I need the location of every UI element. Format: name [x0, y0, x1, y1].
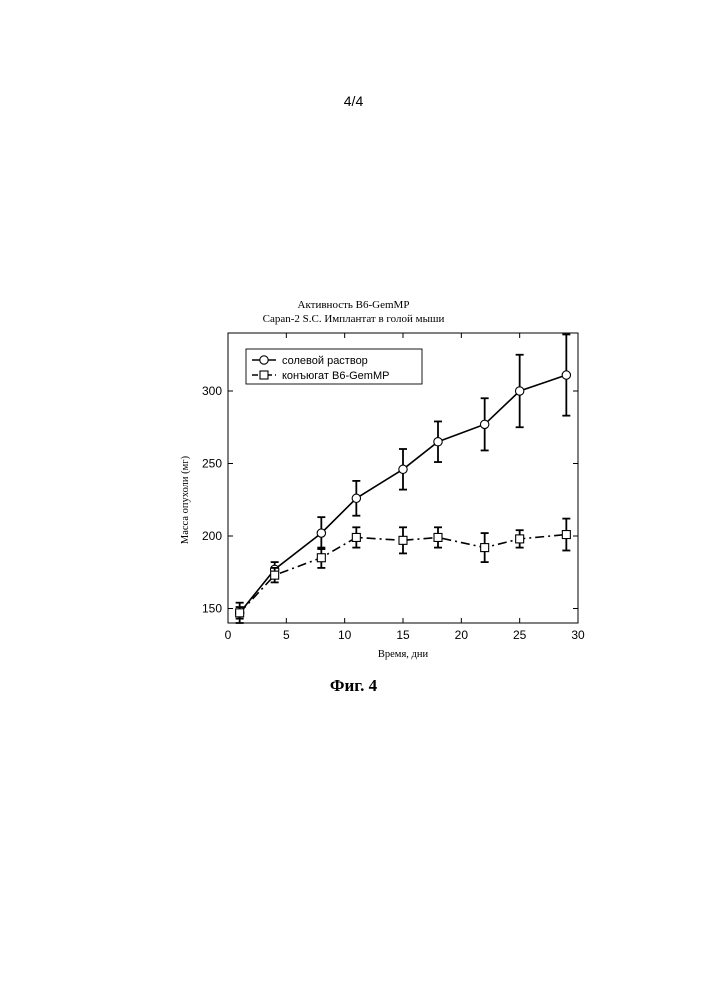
data-point	[236, 609, 244, 617]
y-tick-label: 150	[202, 602, 222, 616]
data-point	[434, 533, 442, 541]
x-tick-label: 30	[571, 628, 585, 642]
legend: солевой раствор конъюгат B6-GemMP	[246, 349, 422, 384]
x-tick-label: 10	[338, 628, 352, 642]
legend-label: конъюгат B6-GemMP	[282, 370, 389, 382]
legend-marker	[260, 371, 268, 379]
data-point	[480, 420, 488, 428]
data-point	[352, 533, 360, 541]
x-tick-label: 0	[225, 628, 232, 642]
data-point	[399, 465, 407, 473]
data-point	[317, 554, 325, 562]
data-point	[481, 544, 489, 552]
data-point	[352, 494, 360, 502]
y-tick-label: 200	[202, 529, 222, 543]
data-point	[399, 536, 407, 544]
data-point	[515, 387, 523, 395]
x-tick-label: 20	[455, 628, 469, 642]
legend-marker	[260, 356, 268, 364]
figure-caption: Фиг. 4	[0, 676, 707, 696]
legend-label: солевой раствор	[282, 355, 368, 367]
y-axis-label: Масса опухоли (мг)	[180, 455, 191, 544]
data-point	[516, 535, 524, 543]
x-tick-label: 5	[283, 628, 290, 642]
data-point	[271, 571, 279, 579]
x-tick-label: 25	[513, 628, 527, 642]
y-tick-label: 250	[202, 457, 222, 471]
x-axis-label: Время, дни	[378, 649, 429, 660]
series-2	[236, 519, 571, 619]
data-point	[562, 371, 570, 379]
data-point	[434, 438, 442, 446]
data-point	[317, 529, 325, 537]
y-axis: 150 200 250 300	[202, 384, 578, 616]
data-point	[562, 531, 570, 539]
x-tick-label: 15	[396, 628, 410, 642]
series-line	[240, 375, 567, 613]
y-tick-label: 300	[202, 384, 222, 398]
